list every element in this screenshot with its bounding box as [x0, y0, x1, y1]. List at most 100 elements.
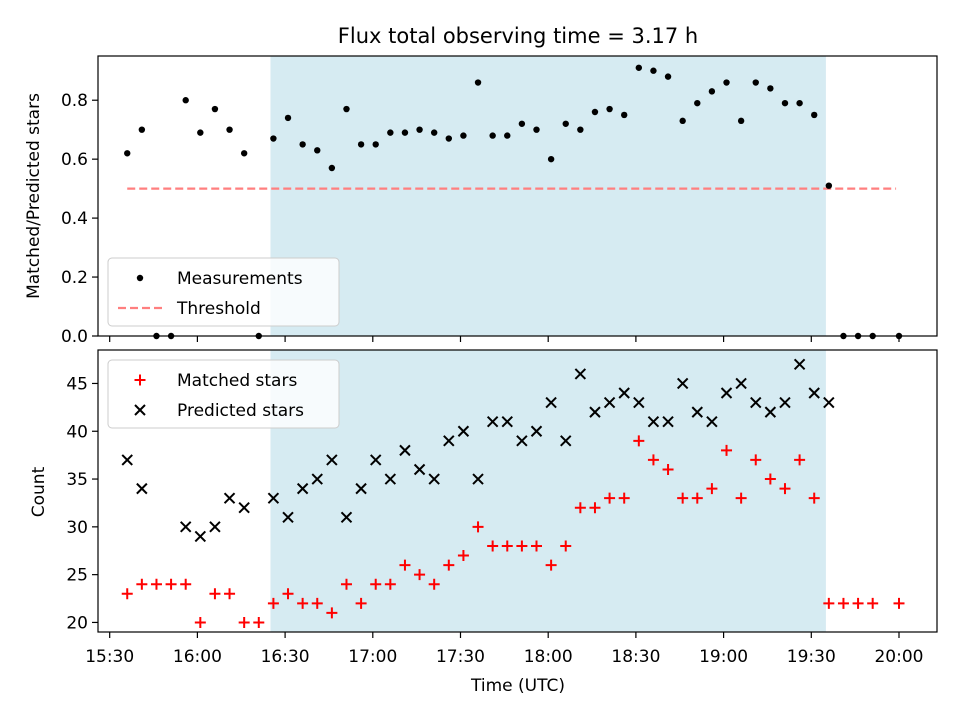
legend-label: Threshold [176, 299, 261, 319]
y-tick-label: 0.2 [61, 268, 88, 288]
matched-stars-point [180, 578, 192, 590]
predicted-stars-point [370, 454, 382, 466]
measurement-point [781, 99, 789, 107]
measurement-point [635, 64, 643, 71]
predicted-stars-point [194, 530, 207, 543]
measurement-point [314, 147, 321, 154]
measurement-point [270, 135, 277, 142]
matched-stars-point [662, 463, 674, 475]
matched-stars-point [691, 492, 703, 504]
measurement-point [445, 135, 453, 142]
x-tick-label: 18:00 [524, 647, 573, 667]
x-tick-label: 17:00 [348, 647, 397, 667]
matched-stars-point [604, 492, 616, 504]
legend-box [107, 359, 340, 429]
y-tick-label: 0.4 [61, 209, 88, 229]
y-tick-label: 0.6 [61, 150, 88, 170]
measurement-point [343, 105, 350, 113]
measurement-point [124, 150, 131, 157]
measurement-point [226, 126, 233, 133]
measurement-point [606, 105, 613, 113]
x-tick-label: 16:00 [173, 647, 222, 667]
measurement-point [679, 117, 686, 125]
y-axis-label-count: Count [29, 466, 49, 517]
predicted-stars-point [793, 358, 806, 371]
measurement-point [401, 129, 409, 136]
predicted-stars-point [662, 415, 674, 428]
observing-window-band [270, 350, 826, 632]
predicted-stars-point [311, 473, 323, 485]
predicted-stars-point [428, 473, 440, 485]
measurement-point [562, 120, 569, 127]
matched-stars-point [779, 483, 791, 495]
matched-stars-point [297, 597, 309, 609]
matched-stars-point [311, 597, 323, 609]
predicted-stars-point [560, 435, 572, 447]
predicted-stars-point [618, 387, 630, 399]
predicted-stars-point [516, 435, 528, 447]
matched-stars-point [501, 540, 513, 552]
measurement-point [182, 97, 189, 104]
matched-stars-point [282, 588, 294, 600]
measurement-point [211, 105, 219, 113]
predicted-stars-point [223, 492, 236, 504]
legend-matched-marker [134, 374, 146, 386]
matched-stars-point [238, 616, 250, 628]
y-tick-label: 40 [66, 422, 88, 442]
measurement-point [825, 182, 833, 189]
x-tick-label: 18:30 [611, 647, 660, 667]
measurement-point [621, 111, 628, 119]
measurement-point [357, 141, 365, 148]
legend-label: Predicted stars [177, 401, 304, 421]
y-tick-label: 0.8 [61, 91, 88, 111]
measurement-point [460, 132, 467, 139]
matched-stars-point [384, 578, 396, 590]
predicted-stars-point [209, 521, 221, 533]
matched-stars-point [706, 483, 718, 495]
y-tick-label: 25 [66, 566, 88, 586]
measurement-point [533, 126, 540, 133]
legend-label: Matched stars [177, 371, 297, 391]
predicted-stars-point [340, 511, 353, 523]
predicted-stars-point [633, 396, 645, 409]
predicted-stars-point [808, 387, 820, 399]
matched-stars-point [355, 597, 367, 609]
measurement-point [240, 150, 248, 157]
matched-stars-point [893, 597, 905, 609]
chart-title: Flux total observing time = 3.17 h [338, 24, 698, 48]
measurement-point [489, 132, 496, 139]
measurement-point [387, 129, 394, 136]
matched-stars-point [750, 454, 762, 466]
measurement-point [811, 111, 818, 119]
matched-stars-point [516, 540, 528, 552]
predicted-stars-point [326, 454, 338, 466]
matched-stars-point [165, 578, 177, 590]
predicted-stars-point [574, 368, 587, 380]
y-axis-label-ratio: Matched/Predicted stars [24, 93, 44, 299]
predicted-stars-point [589, 406, 601, 418]
measurement-point [299, 141, 306, 148]
measurement-point [416, 126, 423, 133]
matched-stars-point [326, 607, 338, 619]
predicted-stars-point [472, 473, 484, 485]
matched-stars-point [443, 559, 455, 571]
matched-stars-point [224, 588, 236, 600]
matched-stars-point [677, 492, 689, 504]
predicted-stars-point [545, 396, 557, 409]
matched-stars-point [194, 616, 206, 628]
observing-window-band [270, 56, 826, 336]
matched-stars-point [735, 492, 747, 504]
predicted-stars-point [501, 415, 513, 428]
matched-stars-point [209, 588, 221, 600]
matched-stars-point [794, 454, 806, 466]
measurement-point [591, 108, 599, 116]
matched-stars-point [121, 588, 133, 600]
measurement-point [723, 79, 730, 86]
predicted-stars-point [750, 396, 762, 409]
count-panel: 20 25 30 35 40 45 15:30 16:00 16:30 17:00 17:30 18:… [66, 349, 938, 667]
y-tick-label: 35 [66, 470, 88, 490]
legend-measurement-marker [136, 274, 144, 282]
x-tick-label: 20:00 [874, 647, 923, 667]
predicted-stars-point [457, 425, 470, 437]
